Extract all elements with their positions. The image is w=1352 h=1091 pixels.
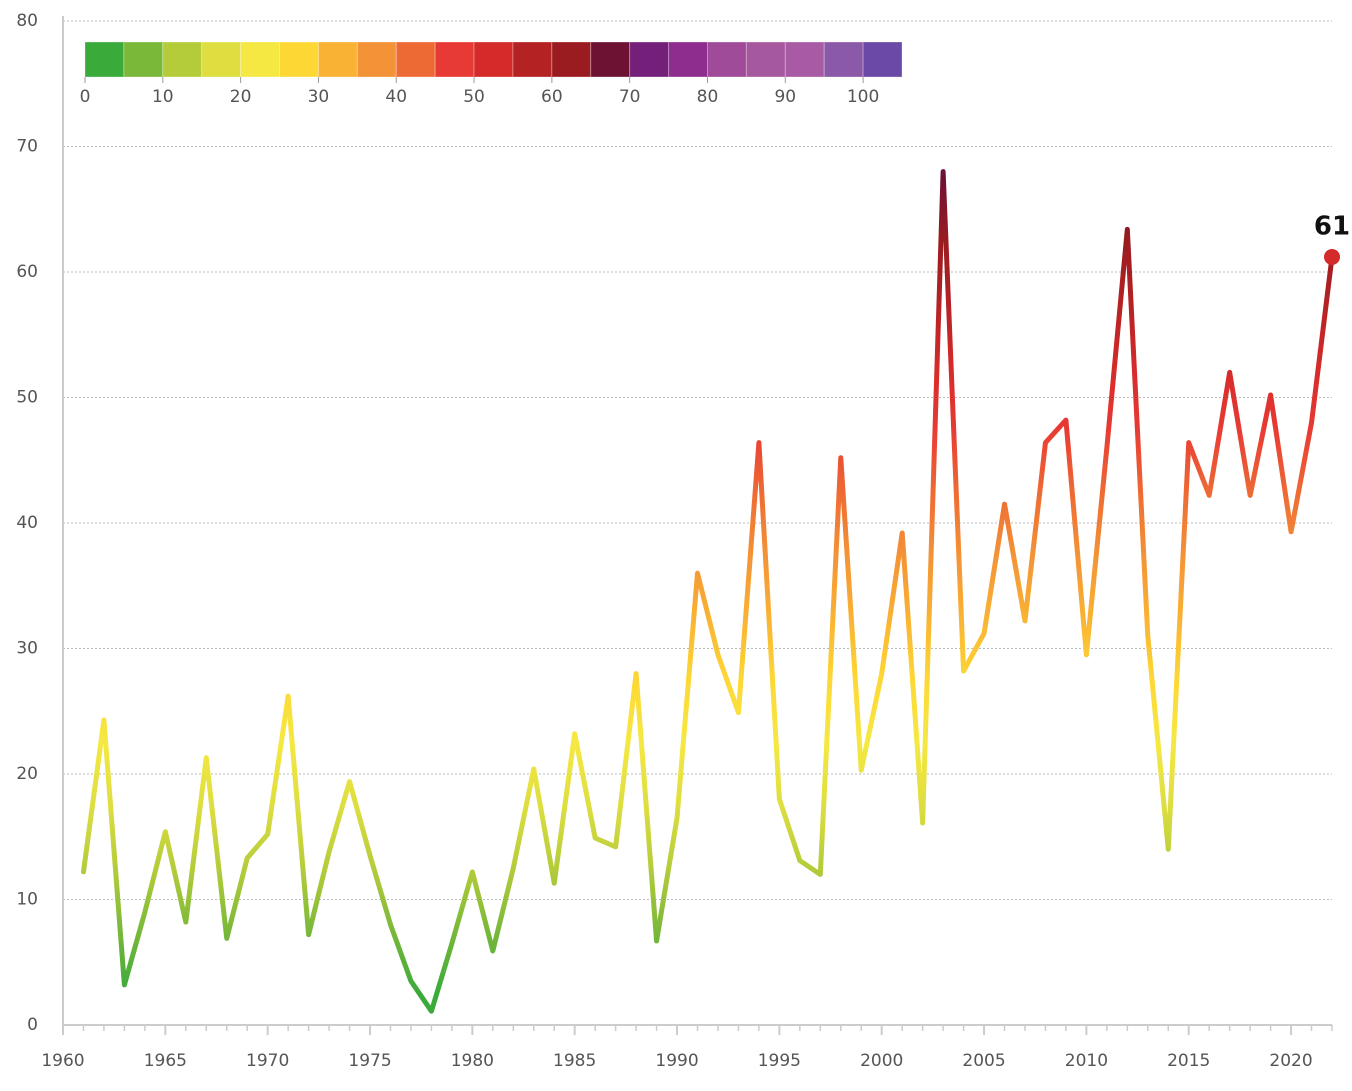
- colorbar-cell: [668, 41, 708, 78]
- colorbar-cell: [434, 41, 475, 78]
- colorbar-cell: [590, 41, 631, 78]
- x-tick-label: 2010: [1065, 1051, 1108, 1071]
- x-tick-label: 1985: [553, 1051, 596, 1071]
- colorbar-cell: [356, 41, 397, 78]
- y-tick-label: 60: [16, 262, 38, 282]
- x-tick-label: 1990: [655, 1051, 698, 1071]
- y-tick-label: 70: [16, 137, 38, 157]
- colorbar-cell: [123, 41, 164, 78]
- colorbar-cell: [823, 41, 864, 78]
- x-tick-label: 1980: [451, 1051, 494, 1071]
- colorbar-cell: [512, 41, 553, 78]
- colorbar-cell: [395, 41, 436, 78]
- colorbar-tick-label: 50: [463, 87, 485, 107]
- y-tick-label: 40: [16, 513, 38, 533]
- y-tick-label: 20: [16, 764, 38, 784]
- x-tick-label: 1960: [41, 1051, 84, 1071]
- end-point: [1324, 248, 1340, 265]
- x-tick-label: 2015: [1167, 1051, 1210, 1071]
- y-tick-label: 30: [16, 639, 38, 659]
- y-tick-label: 0: [27, 1015, 38, 1035]
- colorbar-cell: [162, 41, 203, 78]
- colorbar-tick-label: 10: [152, 87, 174, 107]
- colorbar-cell: [784, 41, 825, 78]
- colorbar-cell: [240, 41, 281, 78]
- colorbar-cell: [745, 41, 786, 78]
- x-tick-label: 2005: [962, 1051, 1005, 1071]
- colorbar-tick-label: 60: [541, 87, 563, 107]
- colorbar-tick-label: 70: [619, 87, 641, 107]
- x-tick-label: 1975: [348, 1051, 391, 1071]
- line: [80, 169, 1335, 1014]
- colorbar-cell: [862, 41, 903, 78]
- colorbar-cell: [279, 41, 319, 78]
- colorbar-tick-label: 80: [697, 87, 719, 107]
- colorbar-tick-label: 0: [80, 87, 91, 107]
- colorbar-tick-label: 100: [847, 87, 879, 107]
- colorbar-tick-label: 30: [308, 87, 330, 107]
- x-tick-label: 2020: [1269, 1051, 1312, 1071]
- colorbar-cell: [317, 41, 358, 78]
- data-label: 61: [1314, 211, 1350, 241]
- x-tick-label: 1970: [246, 1051, 289, 1071]
- y-tick-label: 80: [16, 11, 38, 31]
- colorbar-cell: [551, 41, 592, 78]
- x-tick-label: 1995: [758, 1051, 801, 1071]
- colorbar-tick-label: 20: [230, 87, 252, 107]
- y-tick-label: 10: [16, 890, 38, 910]
- colorbar-cell: [473, 41, 514, 78]
- colorbar-tick-label: 40: [385, 87, 407, 107]
- x-tick-label: 1965: [144, 1051, 187, 1071]
- colorbar-tick-label: 90: [774, 87, 796, 107]
- y-tick-label: 50: [16, 388, 38, 408]
- x-tick-label: 2000: [860, 1051, 903, 1071]
- colorbar-cell: [706, 41, 747, 78]
- colorbar-cell: [84, 41, 125, 78]
- colorbar-cell: [201, 41, 242, 78]
- colorbar-cell: [629, 41, 670, 78]
